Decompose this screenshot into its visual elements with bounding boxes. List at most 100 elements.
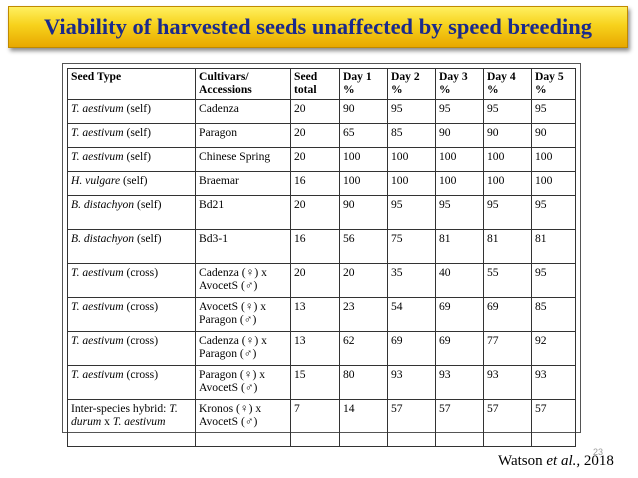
table-row: T. aestivum (self) Cadenza 20 90 95 95 95 95: [67, 99, 576, 124]
header-day-5: Day 5 %: [531, 68, 576, 100]
day-2-cell: 69: [387, 331, 436, 366]
day-5-cell: 95: [531, 195, 576, 230]
day-4-cell: 95: [483, 195, 532, 230]
cultivar-cell: Braemar: [195, 171, 291, 196]
day-5-cell: 90: [531, 123, 576, 148]
species-name: T. aestivum: [71, 368, 124, 381]
day-1-cell: 90: [339, 99, 388, 124]
seed-total-cell: 20: [290, 195, 340, 230]
day-2-cell: 100: [387, 171, 436, 196]
seed-total-cell: 7: [290, 399, 340, 447]
seed-total-cell: 13: [290, 331, 340, 366]
mating-type: (cross): [123, 266, 159, 279]
cultivar-cell: Bd21: [195, 195, 291, 230]
day-4-cell: 69: [483, 297, 532, 332]
species-name: T. aestivum: [71, 102, 124, 115]
day-4-cell: 100: [483, 147, 532, 172]
day-3-cell: 95: [435, 195, 484, 230]
seed-type-cell: T. aestivum (cross): [67, 365, 196, 400]
cultivar-cell: Bd3-1: [195, 229, 291, 264]
seed-type-cell: B. distachyon (self): [67, 229, 196, 264]
day-1-cell: 14: [339, 399, 388, 447]
species-name: T. aestivum: [71, 300, 124, 313]
mating-type: (self): [134, 232, 162, 245]
day-1-cell: 65: [339, 123, 388, 148]
seed-type-cell: T. aestivum (cross): [67, 331, 196, 366]
day-4-cell: 81: [483, 229, 532, 264]
day-4-cell: 90: [483, 123, 532, 148]
seed-total-cell: 16: [290, 171, 340, 196]
seed-total-cell: 13: [290, 297, 340, 332]
day-1-cell: 56: [339, 229, 388, 264]
mating-type: (cross): [123, 334, 159, 347]
header-day-2: Day 2 %: [387, 68, 436, 100]
hybrid-separator: x: [101, 415, 113, 428]
citation-etal: et al.,: [546, 453, 581, 469]
mating-type: (self): [123, 102, 151, 115]
title-banner: Viability of harvested seeds unaffected …: [8, 6, 628, 48]
table-row: T. aestivum (self) Chinese Spring 20 100 100…: [67, 147, 576, 172]
table-row: T. aestivum (cross) Cadenza (♀) x AvocetS…: [67, 263, 576, 298]
day-4-cell: 55: [483, 263, 532, 298]
mating-type: (cross): [123, 300, 159, 313]
day-5-cell: 57: [531, 399, 576, 447]
day-3-cell: 93: [435, 365, 484, 400]
species-name: T. aestivum: [71, 150, 124, 163]
mating-type: (cross): [123, 368, 159, 381]
cultivar-cell: Paragon (♀) x AvocetS (♂): [195, 365, 291, 400]
day-3-cell: 57: [435, 399, 484, 447]
day-3-cell: 69: [435, 297, 484, 332]
table-row: T. aestivum (cross) Cadenza (♀) x Paragon…: [67, 331, 576, 366]
day-3-cell: 69: [435, 331, 484, 366]
cultivar-cell: Kronos (♀) x AvocetS (♂): [195, 399, 291, 447]
species-name: T. durum: [71, 402, 178, 428]
day-5-cell: 100: [531, 147, 576, 172]
seed-type-cell: T. aestivum (self): [67, 123, 196, 148]
day-5-cell: 92: [531, 331, 576, 366]
day-2-cell: 57: [387, 399, 436, 447]
table-row: T. aestivum (cross) AvocetS (♀) x Paragon…: [67, 297, 576, 332]
seed-type-cell: H. vulgare (self): [67, 171, 196, 196]
day-4-cell: 93: [483, 365, 532, 400]
seed-type-cell: Inter-species hybrid: T. durum x T. aest…: [67, 399, 196, 447]
table-row: Inter-species hybrid: T. durum x T. aest…: [67, 399, 576, 447]
day-2-cell: 54: [387, 297, 436, 332]
slide-title: Viability of harvested seeds unaffected …: [43, 14, 593, 39]
citation-year: 2018: [580, 453, 614, 469]
species-name: T. aestivum: [71, 126, 124, 139]
day-1-cell: 62: [339, 331, 388, 366]
seed-type-cell: B. distachyon (self): [67, 195, 196, 230]
citation-author: Watson: [498, 453, 547, 469]
header-row: Seed Type Cultivars/ Accessions Seed tot…: [67, 68, 576, 100]
day-3-cell: 81: [435, 229, 484, 264]
table-row: B. distachyon (self) Bd21 20 90 95 95 95 95: [67, 195, 576, 230]
day-3-cell: 95: [435, 99, 484, 124]
header-day-1: Day 1 %: [339, 68, 388, 100]
species-name: B. distachyon: [71, 198, 135, 211]
day-5-cell: 81: [531, 229, 576, 264]
cultivar-cell: Cadenza (♀) x Paragon (♂): [195, 331, 291, 366]
day-2-cell: 95: [387, 195, 436, 230]
day-5-cell: 93: [531, 365, 576, 400]
seed-type-cell: T. aestivum (self): [67, 147, 196, 172]
day-1-cell: 90: [339, 195, 388, 230]
species-name: H. vulgare: [71, 174, 121, 187]
day-5-cell: 100: [531, 171, 576, 196]
table-row: T. aestivum (cross) Paragon (♀) x AvocetS…: [67, 365, 576, 400]
day-3-cell: 100: [435, 171, 484, 196]
species-name: B. distachyon: [71, 232, 135, 245]
seed-total-cell: 16: [290, 229, 340, 264]
table-row: B. distachyon (self) Bd3-1 16 56 75 81 81 81: [67, 229, 576, 264]
day-3-cell: 40: [435, 263, 484, 298]
day-4-cell: 77: [483, 331, 532, 366]
seed-total-cell: 20: [290, 147, 340, 172]
day-4-cell: 57: [483, 399, 532, 447]
day-2-cell: 75: [387, 229, 436, 264]
seed-total-cell: 20: [290, 263, 340, 298]
header-seed-total: Seed total: [290, 68, 340, 100]
citation: Watson et al., 2018: [498, 453, 614, 470]
seed-total-cell: 15: [290, 365, 340, 400]
seed-viability-table: Seed Type Cultivars/ Accessions Seed tot…: [67, 68, 576, 447]
day-3-cell: 90: [435, 123, 484, 148]
seed-type-cell: T. aestivum (cross): [67, 297, 196, 332]
